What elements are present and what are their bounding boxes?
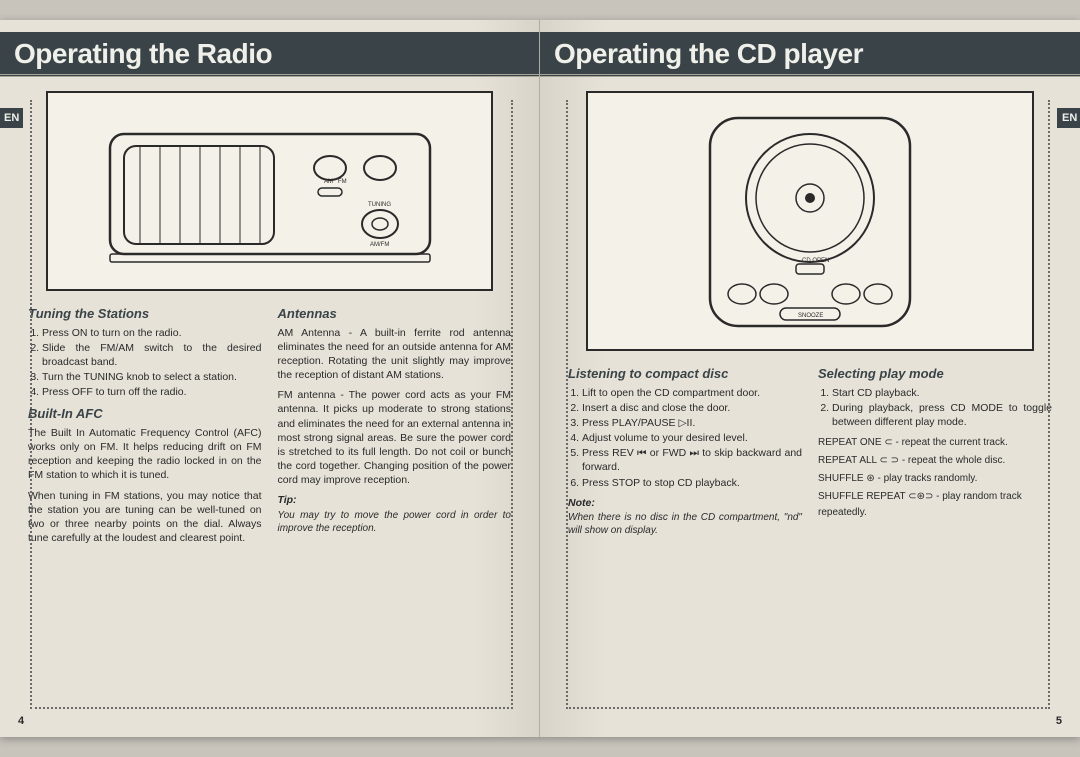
antenna-para: AM Antenna - A built-in ferrite rod ante…	[278, 326, 512, 383]
dot-border	[566, 707, 1050, 709]
radio-figure: AM FM TUNING AM/FM	[46, 91, 493, 291]
right-columns: Listening to compact disc Lift to open t…	[568, 361, 1052, 544]
listening-steps: Lift to open the CD compartment door. In…	[568, 386, 802, 490]
col-tuning: Tuning the Stations Press ON to turn on …	[28, 301, 262, 551]
subhead-antennas: Antennas	[278, 305, 512, 323]
subhead-listening: Listening to compact disc	[568, 365, 802, 383]
lang-tab-right: EN	[1057, 108, 1080, 128]
afc-para: When tuning in FM stations, you may noti…	[28, 489, 262, 546]
dot-border	[30, 100, 32, 709]
mode-item: SHUFFLE REPEAT ⊂⊛⊃ - play random track r…	[818, 489, 1052, 521]
subhead-playmode: Selecting play mode	[818, 365, 1052, 383]
svg-text:TUNING: TUNING	[368, 202, 391, 208]
antenna-para: FM antenna - The power cord acts as your…	[278, 388, 512, 487]
dot-border	[30, 707, 513, 709]
note-label: Note:	[568, 496, 802, 510]
svg-text:AM: AM	[324, 179, 333, 185]
playmode-steps: Start CD playback. During playback, pres…	[818, 386, 1052, 430]
page-right: Operating the CD player EN CD OPEN SNOOZ…	[540, 20, 1080, 737]
step: Press REV ⏮ or FWD ⏭ to skip backward an…	[582, 446, 802, 474]
svg-text:AM/FM: AM/FM	[370, 242, 389, 248]
tip-text: You may try to move the power cord in or…	[278, 509, 512, 536]
tuning-steps: Press ON to turn on the radio. Slide the…	[28, 326, 262, 400]
dot-border	[1048, 100, 1050, 709]
page-title-left: Operating the Radio	[0, 32, 539, 77]
lang-tab-left: EN	[0, 108, 23, 128]
step: During playback, press CD MODE to toggle…	[832, 401, 1052, 429]
step: Press STOP to stop CD playback.	[582, 476, 802, 490]
subhead-tuning: Tuning the Stations	[28, 305, 262, 323]
manual-spread: Operating the Radio EN	[0, 20, 1080, 737]
step: Lift to open the CD compartment door.	[582, 386, 802, 400]
step: Start CD playback.	[832, 386, 1052, 400]
col-listening: Listening to compact disc Lift to open t…	[568, 361, 802, 544]
page-left: Operating the Radio EN	[0, 20, 540, 737]
radio-illustration: AM FM TUNING AM/FM	[80, 106, 460, 276]
cd-illustration: CD OPEN SNOOZE	[650, 106, 970, 336]
dot-border	[511, 100, 513, 709]
step: Turn the TUNING knob to select a station…	[42, 370, 262, 384]
mode-item: REPEAT ALL ⊂ ⊃ - repeat the whole disc.	[818, 453, 1052, 469]
svg-text:SNOOZE: SNOOZE	[798, 313, 823, 319]
step: Press OFF to turn off the radio.	[42, 385, 262, 399]
step: Press ON to turn on the radio.	[42, 326, 262, 340]
step: Press PLAY/PAUSE ▷II.	[582, 416, 802, 430]
col-antennas: Antennas AM Antenna - A built-in ferrite…	[278, 301, 512, 551]
afc-para: The Built In Automatic Frequency Control…	[28, 426, 262, 483]
left-columns: Tuning the Stations Press ON to turn on …	[28, 301, 511, 551]
page-title-right: Operating the CD player	[540, 32, 1080, 77]
step: Slide the FM/AM switch to the desired br…	[42, 341, 262, 369]
subhead-afc: Built-In AFC	[28, 405, 262, 423]
mode-item: REPEAT ONE ⊂ - repeat the current track.	[818, 435, 1052, 451]
note-text: When there is no disc in the CD compartm…	[568, 511, 802, 538]
tip-label: Tip:	[278, 493, 512, 507]
col-playmode: Selecting play mode Start CD playback. D…	[818, 361, 1052, 544]
svg-text:FM: FM	[338, 179, 347, 185]
step: Adjust volume to your desired level.	[582, 431, 802, 445]
cd-figure: CD OPEN SNOOZE	[586, 91, 1034, 351]
svg-text:CD OPEN: CD OPEN	[802, 258, 829, 264]
step: Insert a disc and close the door.	[582, 401, 802, 415]
mode-list: REPEAT ONE ⊂ - repeat the current track.…	[818, 435, 1052, 521]
dot-border	[566, 100, 568, 709]
mode-item: SHUFFLE ⊛ - play tracks randomly.	[818, 471, 1052, 487]
